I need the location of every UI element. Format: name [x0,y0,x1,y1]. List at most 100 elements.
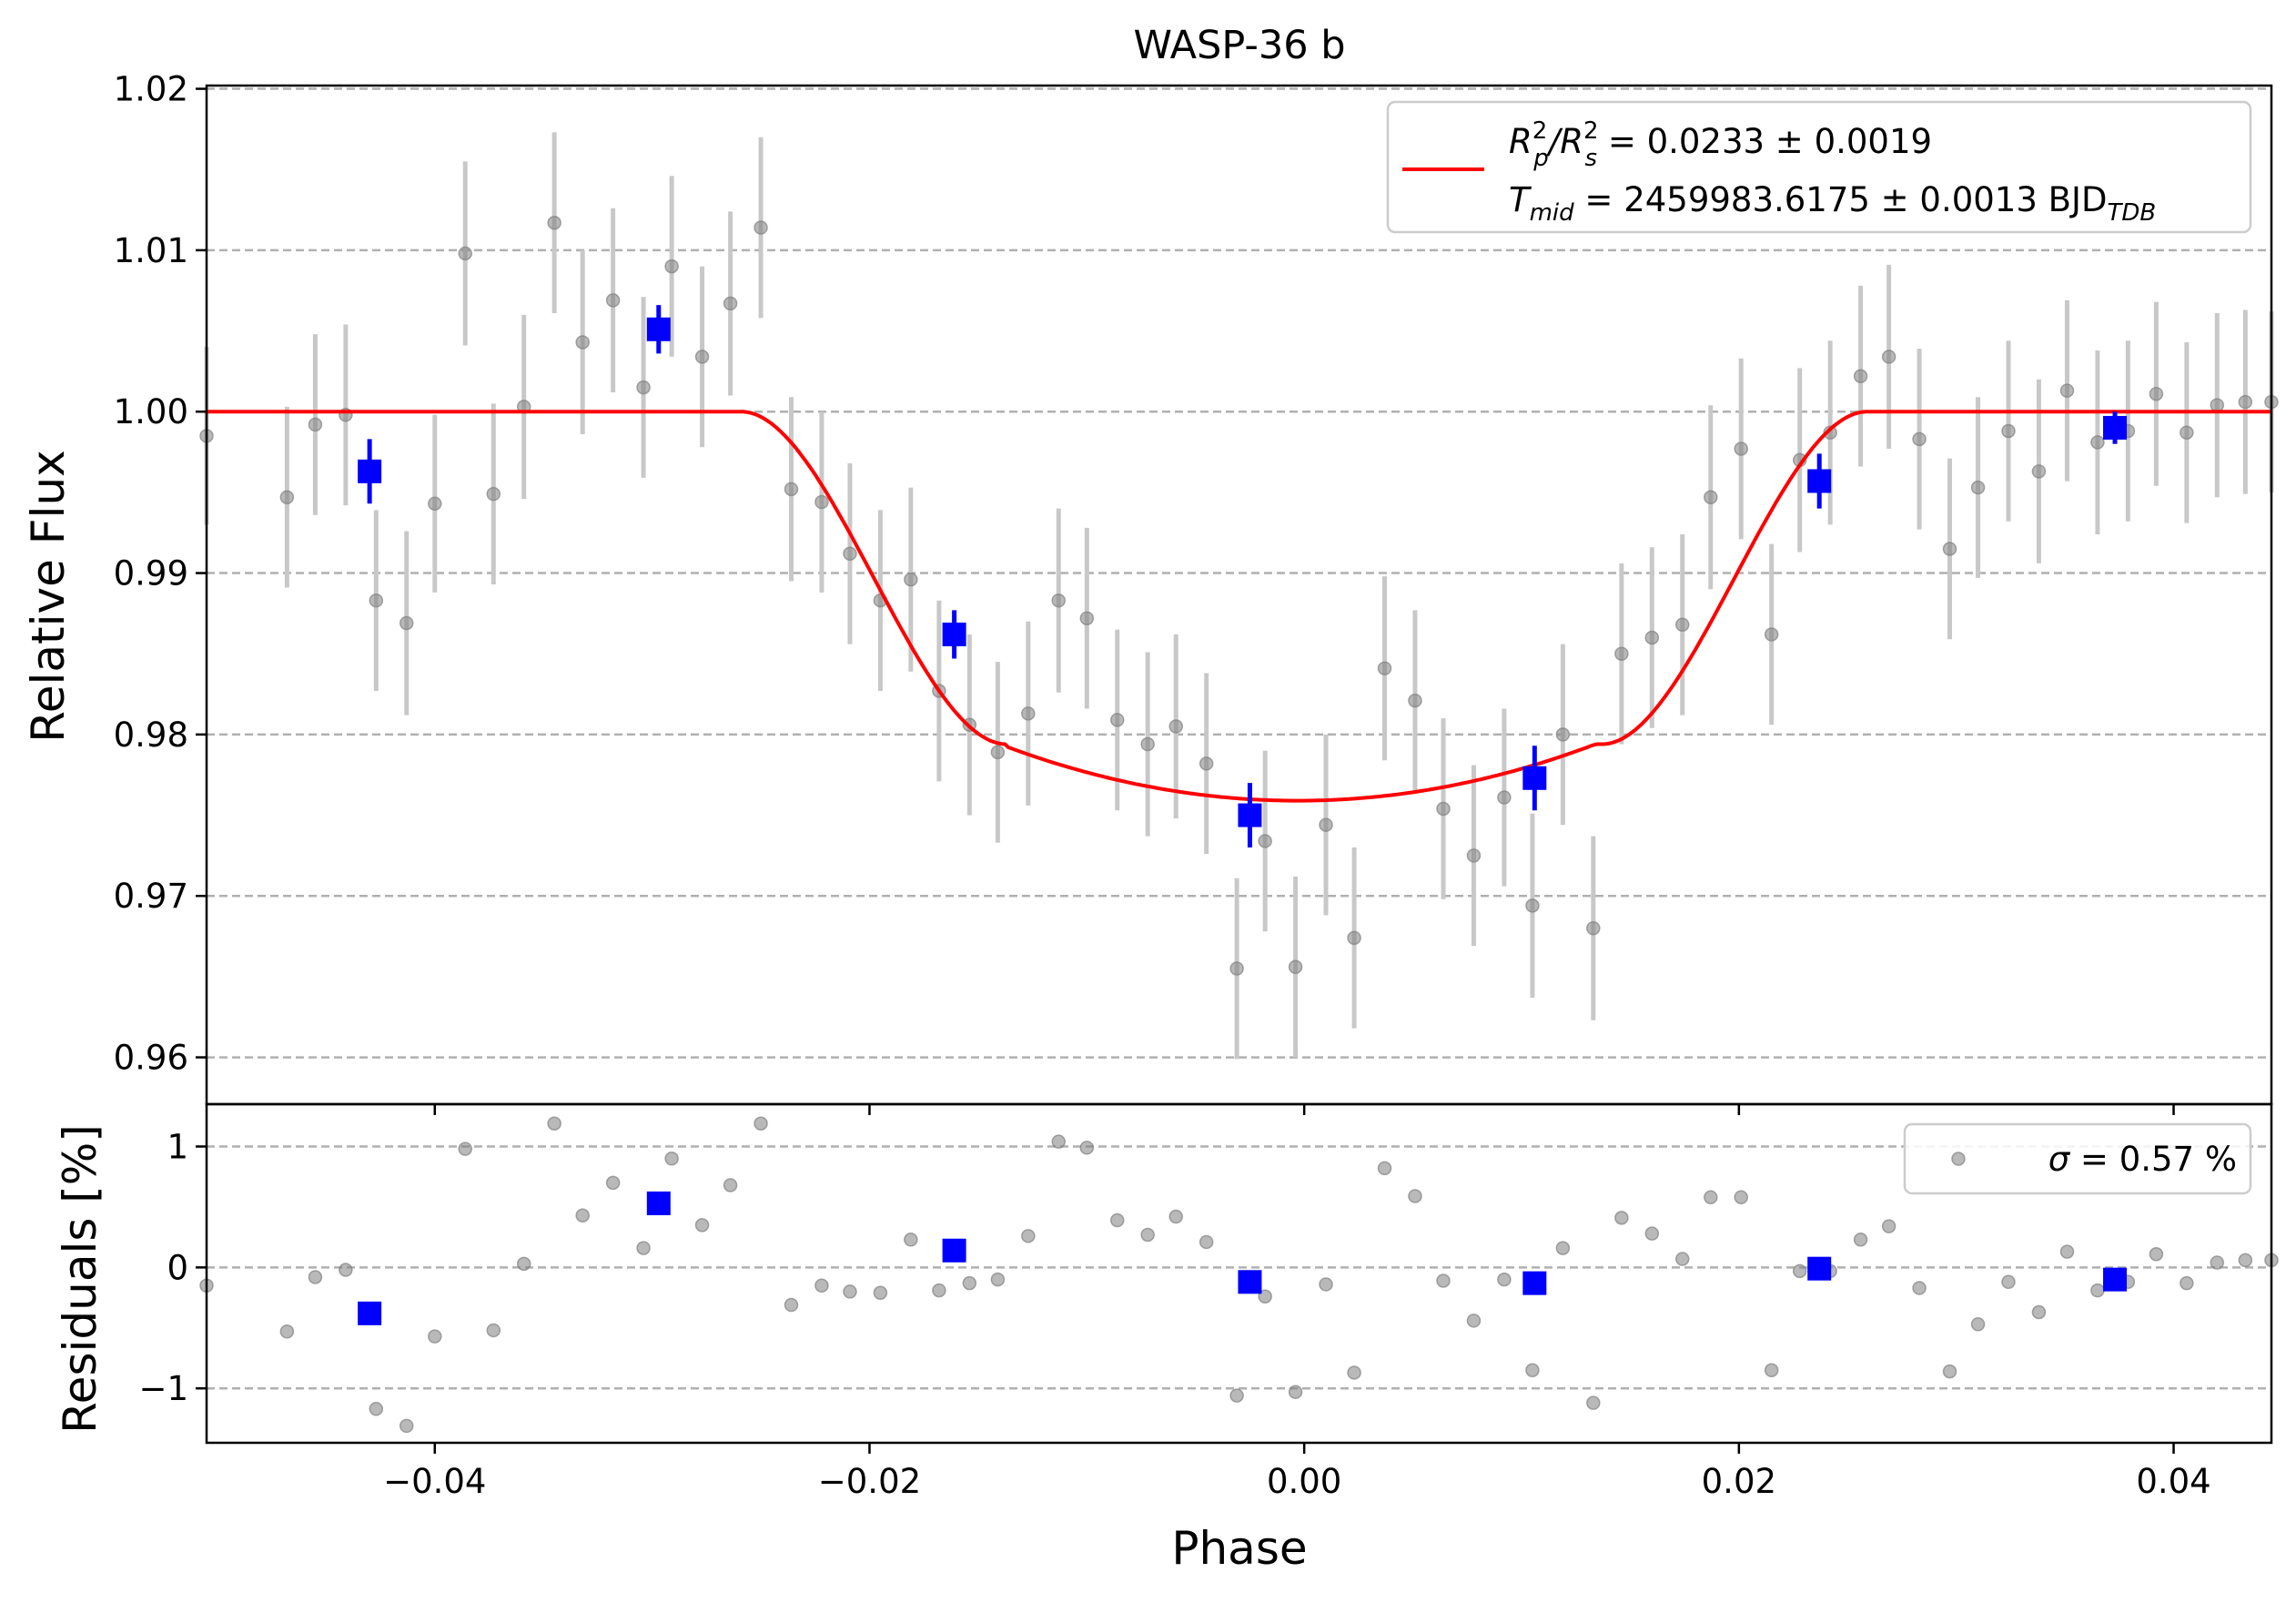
raw-point [814,494,829,510]
binned-residual-point [1522,1271,1547,1295]
top-y-ticks: 0.96 0.97 0.98 0.99 1.00 1.01 1.02 [114,70,207,1078]
residual-point [428,1329,442,1344]
raw-point [279,490,295,504]
binned-point [1522,766,1547,790]
residual-point [2031,1304,2047,1320]
transit-model-curve [207,410,2271,803]
top-y-tick-label: 1.00 [114,392,188,431]
binned-point [2103,415,2128,440]
residual-point [1021,1229,1036,1243]
raw-point [2031,464,2047,479]
residual-point [1199,1234,1214,1250]
raw-point [1079,611,1095,625]
top-y-tick-label: 1.01 [114,231,188,270]
binned-point [646,317,671,341]
residual-point [1525,1363,1540,1378]
raw-point [308,417,323,432]
residual-point [904,1233,918,1247]
raw-point [1674,617,1690,633]
residual-point [873,1285,888,1301]
binned-point [942,622,966,646]
bottom-axes-frame [205,1102,2273,1445]
bottom-y-ticks: −1 0 1 [138,1128,207,1408]
raw-point [458,246,472,261]
top-legend-box [1386,100,2252,234]
raw-point [547,215,561,230]
raw-point [754,220,768,235]
residual-point [1970,1317,1986,1332]
residual-point [399,1418,414,1434]
residual-point [1319,1277,1333,1292]
raw-point [1644,630,1660,645]
top-y-tick-label: 1.02 [114,70,188,109]
raw-point [1734,441,1748,456]
raw-point [1704,490,1718,504]
raw-point [1555,727,1571,742]
raw-point [399,615,414,631]
legend-residual-swatch [1951,1152,1966,1166]
residual-point [339,1263,353,1277]
residual-point [1258,1289,1272,1304]
x-axis-label: Phase [1171,1522,1307,1575]
legend-model-line2: Tmid = 2459983.6175 ± 0.0013 BJDTDB [1509,180,2156,227]
residuals-panel: −1 0 1 −0.04 −0.02 0.00 0.02 0.04 Residuals [%… [54,1102,2279,1575]
residual-point [575,1208,590,1223]
raw-point [1168,719,1183,734]
raw-point [1942,542,1957,556]
residual-point [1140,1227,1155,1243]
legend-sigma-text: = 0.57 % [2069,1140,2237,1179]
raw-point [784,482,799,497]
raw-point [2210,398,2225,412]
residual-point [1614,1211,1629,1225]
residual-point [516,1256,531,1272]
x-tick-label: −0.02 [818,1462,921,1501]
legend-r-main: R [1509,122,1532,161]
raw-point [1140,736,1155,752]
residual-point [754,1116,768,1131]
raw-point [1525,898,1540,913]
raw-point [843,546,857,562]
raw-point [2180,425,2194,441]
binned-residual-point [2103,1267,2128,1292]
raw-point [1764,627,1779,642]
raw-point [664,259,679,274]
bottom-y-tick-label: 0 [167,1248,188,1287]
x-tick-label: 0.00 [1267,1462,1341,1501]
raw-point [2238,394,2253,410]
top-y-tick-label: 0.97 [114,877,188,916]
residual-point [2001,1274,2016,1290]
top-y-axis-label: Relative Flux [22,450,75,742]
legend-r-sup2: 2 [1583,117,1599,145]
legend-sigma-symbol: σ [2048,1140,2071,1179]
raw-point [1199,756,1214,771]
residual-point [547,1116,561,1131]
raw-point [1823,425,1837,441]
binned-residual-point [1238,1270,1262,1294]
residual-point [1586,1395,1601,1410]
light-curve-panel: 0.96 0.97 0.98 0.99 1.00 1.01 1.02 Relative Fl… [22,70,2279,1115]
residual-point [784,1297,799,1313]
residual-point [1466,1314,1482,1328]
raw-point [2090,435,2105,450]
chart-title: WASP-36 b [1133,23,1345,68]
raw-point [1436,801,1451,817]
residual-point [1109,1212,1125,1228]
legend-t-main: T [1509,180,1532,219]
residual-point [1764,1363,1779,1378]
raw-point [428,496,442,512]
residual-point [1704,1190,1718,1205]
legend-r-sub1: p [1532,145,1549,172]
residual-point [2180,1275,2194,1291]
bottom-y-tick-label: 1 [167,1128,188,1167]
legend-sigma: σ = 0.57 % [2048,1140,2237,1179]
top-x-ticks [433,1104,2175,1115]
raw-point [1051,593,1067,608]
top-binned-points [358,305,2128,848]
raw-point [1853,369,1868,383]
residual-point [369,1402,384,1416]
residual-point [694,1218,710,1233]
residual-point [2059,1244,2075,1259]
legend-r-rest: = 0.0233 ± 0.0019 [1597,122,1932,161]
top-y-tick-label: 0.99 [114,554,188,594]
